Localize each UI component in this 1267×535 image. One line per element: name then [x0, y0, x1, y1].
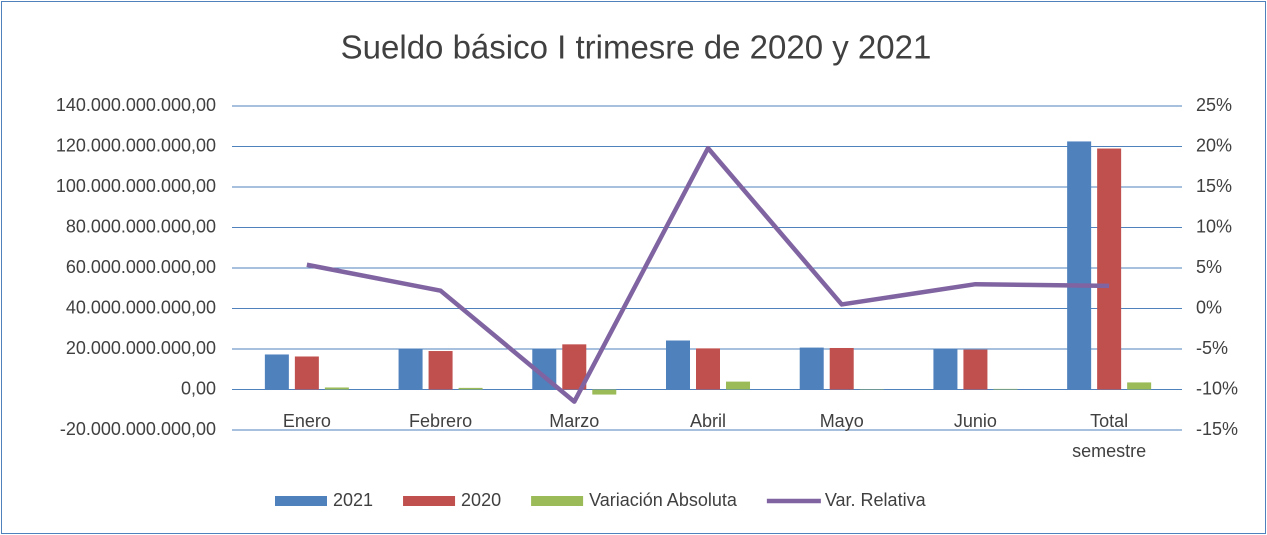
y-tick-label: 140.000.000.000,00	[56, 95, 216, 115]
bar	[696, 348, 720, 390]
y-tick-label: 60.000.000.000,00	[66, 257, 216, 277]
y-tick-label: -20.000.000.000,00	[60, 419, 216, 439]
bar	[324, 387, 349, 390]
x-tick-label: Enero	[282, 410, 331, 431]
bar	[799, 347, 824, 390]
bar	[933, 349, 958, 390]
y-tick-label: 80.000.000.000,00	[66, 216, 216, 236]
y-tick-label: 0,00	[181, 378, 216, 398]
y2-tick-label: 25%	[1196, 95, 1232, 115]
y-tick-label: 120.000.000.000,00	[56, 135, 216, 155]
bar	[726, 381, 750, 390]
y2-tick-label: 0%	[1196, 297, 1222, 317]
y2-tick-label: -5%	[1196, 338, 1228, 358]
legend-label: Var. Relativa	[825, 490, 927, 510]
x-tick-label: Febrero	[409, 410, 473, 431]
bar	[829, 347, 854, 390]
y2-tick-label: 20%	[1196, 135, 1232, 155]
y2-tick-label: -10%	[1196, 378, 1238, 398]
bar	[666, 340, 690, 390]
y2-tick-label: 10%	[1196, 216, 1232, 236]
legend-swatch	[275, 496, 327, 506]
bar	[592, 389, 617, 395]
bar	[458, 387, 483, 390]
y2-tick-label: 15%	[1196, 176, 1232, 196]
x-tick-label: Marzo	[549, 410, 600, 431]
legend-label: 2021	[333, 490, 373, 510]
y-tick-label: 100.000.000.000,00	[56, 176, 216, 196]
bar	[1067, 141, 1092, 390]
y2-tick-label: -15%	[1196, 419, 1238, 439]
y2-tick-label: 5%	[1196, 257, 1222, 277]
x-tick-label: Abril	[689, 410, 726, 431]
x-tick-label: Mayo	[819, 410, 864, 431]
bar	[1127, 382, 1152, 390]
bar	[264, 354, 289, 390]
x-tick-label: Junio	[953, 410, 997, 431]
legend-label: Variación Absoluta	[589, 490, 738, 510]
bar	[993, 388, 1018, 390]
legend-swatch	[403, 496, 456, 506]
bar	[428, 351, 453, 390]
x-tick-label: Total semestre	[1072, 410, 1147, 461]
chart-title: Sueldo básico I trimesre de 2020 y 2021	[341, 29, 932, 66]
bar	[294, 356, 319, 390]
legend-label: 2020	[461, 490, 501, 510]
bar	[1097, 148, 1122, 390]
y-tick-label: 20.000.000.000,00	[66, 338, 216, 358]
y-tick-label: 40.000.000.000,00	[66, 297, 216, 317]
bar	[398, 349, 423, 390]
legend-swatch	[531, 496, 584, 506]
bar	[963, 349, 988, 390]
line	[306, 145, 1110, 404]
